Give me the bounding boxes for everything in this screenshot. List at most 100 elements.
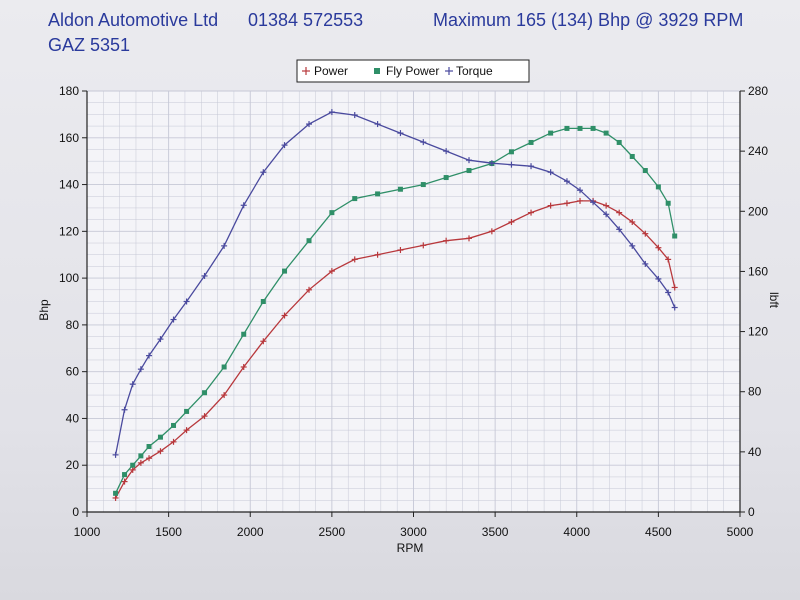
y2-tick-label: 240 bbox=[748, 144, 768, 158]
data-point bbox=[328, 268, 335, 275]
data-point bbox=[528, 163, 535, 170]
data-point bbox=[351, 256, 358, 263]
data-point bbox=[397, 130, 404, 137]
data-point bbox=[122, 472, 128, 478]
data-point bbox=[157, 448, 164, 455]
y-tick-label: 40 bbox=[66, 411, 80, 425]
data-point bbox=[508, 161, 515, 168]
grid-lines bbox=[86, 90, 741, 513]
data-point bbox=[616, 139, 622, 145]
data-point bbox=[629, 218, 636, 225]
data-point bbox=[577, 197, 584, 204]
y-axis-label: Bhp bbox=[37, 299, 51, 321]
data-point bbox=[466, 168, 472, 174]
y-tick-label: 80 bbox=[66, 318, 80, 332]
data-point bbox=[397, 247, 404, 254]
y2-tick-label: 160 bbox=[748, 264, 768, 278]
data-point bbox=[306, 238, 312, 244]
data-point bbox=[374, 121, 381, 128]
data-point bbox=[374, 251, 381, 258]
data-point bbox=[260, 338, 267, 345]
data-point bbox=[443, 175, 449, 181]
y-tick-label: 100 bbox=[59, 271, 79, 285]
data-point bbox=[508, 149, 514, 155]
data-point bbox=[528, 139, 534, 145]
data-point bbox=[420, 139, 427, 146]
y-tick-label: 120 bbox=[59, 224, 79, 238]
data-point bbox=[352, 196, 358, 202]
data-point bbox=[121, 406, 128, 413]
series-power bbox=[112, 197, 678, 501]
data-point bbox=[655, 184, 661, 190]
data-point bbox=[590, 199, 597, 206]
y-tick-label: 180 bbox=[59, 84, 79, 98]
data-point bbox=[260, 299, 266, 304]
data-point bbox=[121, 478, 128, 485]
data-point bbox=[443, 237, 450, 244]
data-point bbox=[146, 444, 152, 450]
x-axis-label: RPM bbox=[397, 541, 424, 555]
y2-tick-label: 120 bbox=[748, 325, 768, 339]
x-tick-label: 3500 bbox=[482, 525, 509, 539]
data-point bbox=[629, 153, 635, 159]
data-point bbox=[306, 286, 313, 293]
data-point bbox=[129, 381, 136, 388]
data-point bbox=[603, 211, 610, 218]
data-point bbox=[170, 316, 177, 323]
data-point bbox=[420, 242, 427, 249]
data-point bbox=[282, 268, 288, 274]
data-point bbox=[655, 275, 662, 282]
data-point bbox=[577, 187, 584, 194]
data-point bbox=[642, 260, 649, 267]
legend-box bbox=[296, 59, 530, 83]
data-point bbox=[375, 191, 381, 197]
data-point bbox=[260, 169, 267, 176]
data-point bbox=[112, 451, 119, 458]
data-point bbox=[281, 312, 288, 319]
x-tick-label: 2500 bbox=[319, 525, 346, 539]
data-point bbox=[665, 200, 671, 206]
data-point bbox=[240, 363, 247, 370]
data-point bbox=[281, 142, 288, 149]
data-point bbox=[241, 331, 247, 337]
series-fly-power bbox=[113, 125, 678, 496]
data-point bbox=[548, 130, 554, 136]
data-point bbox=[112, 494, 119, 501]
axes: 1000 1500 2000 2500 3000 3500 4000 4500 50000204… bbox=[59, 84, 768, 539]
data-point bbox=[306, 121, 313, 128]
data-point bbox=[157, 336, 164, 343]
data-point bbox=[184, 408, 190, 414]
data-point bbox=[655, 244, 662, 251]
data-point bbox=[202, 390, 208, 396]
x-tick-label: 1000 bbox=[74, 525, 101, 539]
legend-torque-label: Torque bbox=[456, 64, 493, 78]
data-point bbox=[443, 148, 450, 155]
data-point bbox=[629, 242, 636, 249]
data-point bbox=[138, 453, 144, 459]
data-point bbox=[547, 169, 554, 176]
data-point bbox=[528, 209, 535, 216]
x-tick-label: 5000 bbox=[727, 525, 754, 539]
series-torque bbox=[112, 109, 678, 458]
y-tick-label: 20 bbox=[66, 458, 80, 472]
y2-axis-label: lbft bbox=[767, 292, 781, 309]
y-tick-label: 160 bbox=[59, 131, 79, 145]
data-point bbox=[351, 112, 358, 119]
data-point bbox=[201, 272, 208, 279]
data-point bbox=[221, 392, 228, 399]
data-point bbox=[466, 157, 473, 164]
data-point bbox=[577, 125, 583, 131]
data-point bbox=[642, 168, 648, 174]
data-point bbox=[616, 209, 623, 216]
data-point bbox=[665, 289, 672, 296]
data-point bbox=[590, 125, 596, 131]
data-point bbox=[466, 235, 473, 242]
data-point bbox=[137, 459, 144, 466]
y2-tick-label: 80 bbox=[748, 385, 762, 399]
data-point bbox=[671, 304, 678, 311]
data-point bbox=[170, 438, 177, 445]
data-point bbox=[603, 202, 610, 209]
data-point bbox=[129, 466, 136, 473]
y-tick-label: 140 bbox=[59, 178, 79, 192]
